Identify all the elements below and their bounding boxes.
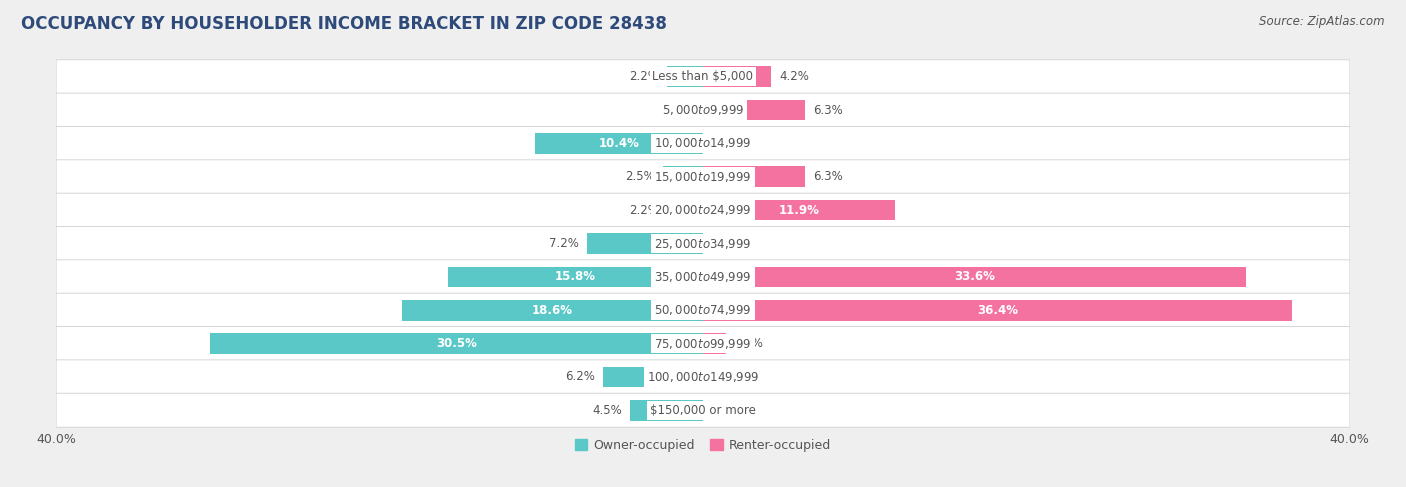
Bar (668, 66, 703, 87)
Bar (668, 200, 703, 221)
FancyBboxPatch shape (56, 360, 1350, 394)
Text: 0.0%: 0.0% (711, 404, 741, 417)
Text: 0.0%: 0.0% (711, 237, 741, 250)
Text: 15.8%: 15.8% (555, 270, 596, 283)
Text: 6.3%: 6.3% (813, 104, 842, 116)
Text: 2.5%: 2.5% (624, 170, 654, 183)
Text: 6.2%: 6.2% (565, 371, 595, 383)
FancyBboxPatch shape (56, 127, 1350, 161)
FancyBboxPatch shape (56, 160, 1350, 194)
Bar (662, 167, 703, 187)
Text: $10,000 to $14,999: $10,000 to $14,999 (654, 136, 752, 150)
Text: $5,000 to $9,999: $5,000 to $9,999 (662, 103, 744, 117)
Text: $15,000 to $19,999: $15,000 to $19,999 (654, 170, 752, 184)
Text: 10.4%: 10.4% (599, 137, 640, 150)
FancyBboxPatch shape (56, 260, 1350, 294)
FancyBboxPatch shape (56, 60, 1350, 94)
Bar (703, 100, 804, 120)
FancyBboxPatch shape (56, 226, 1350, 261)
Bar (534, 133, 703, 154)
Text: 7.2%: 7.2% (548, 237, 578, 250)
Bar (630, 400, 703, 421)
Bar (703, 167, 804, 187)
Text: 2.2%: 2.2% (630, 204, 659, 217)
Text: $35,000 to $49,999: $35,000 to $49,999 (654, 270, 752, 284)
FancyBboxPatch shape (56, 193, 1350, 227)
Legend: Owner-occupied, Renter-occupied: Owner-occupied, Renter-occupied (575, 439, 831, 452)
Text: $150,000 or more: $150,000 or more (650, 404, 756, 417)
Text: $25,000 to $34,999: $25,000 to $34,999 (654, 237, 752, 250)
Text: 36.4%: 36.4% (977, 304, 1018, 317)
Bar (703, 266, 1246, 287)
Bar (703, 200, 896, 221)
Text: Less than $5,000: Less than $5,000 (652, 70, 754, 83)
Text: 4.2%: 4.2% (779, 70, 808, 83)
Text: 0.0%: 0.0% (711, 137, 741, 150)
FancyBboxPatch shape (56, 93, 1350, 127)
Bar (703, 333, 725, 354)
Text: 18.6%: 18.6% (531, 304, 574, 317)
Text: 6.3%: 6.3% (813, 170, 842, 183)
FancyBboxPatch shape (56, 326, 1350, 360)
Bar (586, 233, 703, 254)
Text: $20,000 to $24,999: $20,000 to $24,999 (654, 203, 752, 217)
Bar (402, 300, 703, 320)
Text: 0.0%: 0.0% (665, 104, 695, 116)
Text: OCCUPANCY BY HOUSEHOLDER INCOME BRACKET IN ZIP CODE 28438: OCCUPANCY BY HOUSEHOLDER INCOME BRACKET … (21, 15, 666, 33)
Text: $75,000 to $99,999: $75,000 to $99,999 (654, 337, 752, 351)
Text: 30.5%: 30.5% (436, 337, 477, 350)
Text: 0.0%: 0.0% (711, 371, 741, 383)
Text: 4.5%: 4.5% (592, 404, 621, 417)
Bar (447, 266, 703, 287)
FancyBboxPatch shape (56, 293, 1350, 327)
Text: $100,000 to $149,999: $100,000 to $149,999 (647, 370, 759, 384)
Bar (209, 333, 703, 354)
Text: 11.9%: 11.9% (779, 204, 820, 217)
Bar (603, 367, 703, 387)
Text: Source: ZipAtlas.com: Source: ZipAtlas.com (1260, 15, 1385, 28)
Text: $50,000 to $74,999: $50,000 to $74,999 (654, 303, 752, 317)
Bar (703, 300, 1292, 320)
Text: 2.2%: 2.2% (630, 70, 659, 83)
Text: 33.6%: 33.6% (955, 270, 995, 283)
Bar (703, 66, 770, 87)
FancyBboxPatch shape (56, 393, 1350, 427)
Text: 1.4%: 1.4% (734, 337, 763, 350)
